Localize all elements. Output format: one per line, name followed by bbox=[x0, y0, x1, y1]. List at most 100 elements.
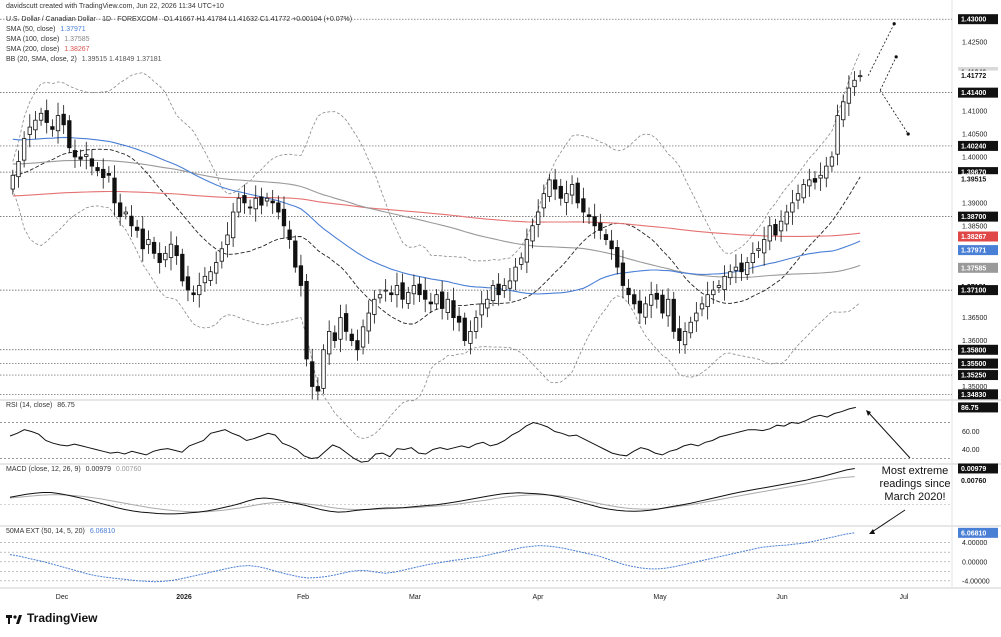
annotation-text: Most extreme readings since March 2020! bbox=[880, 465, 951, 503]
ext-value: 6.06810 bbox=[89, 528, 116, 535]
projection-arrowhead bbox=[906, 132, 910, 136]
candle-down bbox=[389, 292, 394, 296]
candle-down bbox=[462, 317, 467, 342]
candle-down bbox=[637, 300, 643, 314]
candle-down bbox=[281, 208, 287, 227]
candle-up bbox=[665, 298, 671, 317]
candle-up bbox=[829, 156, 835, 167]
price-tag-bg bbox=[958, 70, 998, 81]
candle-up bbox=[321, 349, 326, 389]
candle-up bbox=[485, 298, 490, 309]
rsi-tag-label: 86.75 bbox=[961, 405, 979, 412]
candle-up bbox=[524, 239, 530, 263]
rsi-tag-bg bbox=[958, 402, 998, 413]
macd-signal-tag-bg bbox=[958, 475, 998, 486]
price-tag-bg bbox=[958, 285, 998, 296]
candle-down bbox=[773, 224, 778, 236]
candle-down bbox=[739, 262, 744, 273]
price-tick-label: 1.42500 bbox=[962, 40, 987, 47]
candle-down bbox=[496, 283, 501, 296]
candle-down bbox=[134, 226, 140, 231]
ext-tag-label: 6.06810 bbox=[961, 530, 986, 537]
sma200-value: 1.38267 bbox=[64, 46, 90, 53]
candle-down bbox=[456, 315, 462, 323]
candle-up bbox=[208, 271, 213, 281]
candle-up bbox=[10, 174, 15, 190]
date-axis: Dec 2026 Feb Mar Apr May Jun Jul bbox=[56, 594, 909, 601]
candle-down bbox=[44, 110, 49, 123]
rsi-tick-label: 60.00 bbox=[962, 429, 980, 436]
credit-text: davidscutt created with TradingView.com,… bbox=[6, 3, 224, 10]
candle-up bbox=[163, 252, 168, 261]
candle-up bbox=[490, 285, 496, 302]
candle-up bbox=[688, 321, 693, 334]
candle-up bbox=[649, 294, 654, 306]
candle-up bbox=[411, 285, 417, 295]
candle-up bbox=[841, 101, 846, 121]
projection-arrowhead bbox=[894, 55, 898, 59]
candle-up bbox=[123, 211, 128, 215]
credit-line: davidscutt created with TradingView.com,… bbox=[6, 3, 224, 10]
candle-up bbox=[722, 275, 727, 291]
candle-up bbox=[38, 112, 44, 121]
candle-down bbox=[423, 290, 428, 300]
candle-down bbox=[247, 206, 253, 209]
rsi-value: 86.75 bbox=[57, 402, 75, 409]
candle-up bbox=[682, 331, 688, 346]
candle-down bbox=[298, 265, 304, 286]
candle-down bbox=[78, 156, 83, 160]
candle-down bbox=[620, 262, 626, 286]
candle-up bbox=[818, 174, 823, 179]
candle-up bbox=[468, 331, 473, 344]
legend-sma50: SMA (50, close) 1.37971 bbox=[6, 26, 86, 33]
candle-down bbox=[592, 216, 597, 227]
annotation-line: readings since bbox=[880, 478, 951, 490]
candle-down bbox=[259, 196, 264, 206]
candle-up bbox=[33, 119, 38, 131]
candle-up bbox=[536, 211, 541, 225]
price-tag-bg bbox=[958, 211, 998, 222]
candle-up bbox=[383, 289, 388, 292]
candle-down bbox=[451, 300, 456, 319]
candle-down bbox=[174, 245, 179, 257]
date-tick-label: Jul bbox=[900, 594, 909, 601]
candle-up bbox=[434, 294, 439, 305]
candle-up bbox=[807, 179, 812, 187]
price-tag-bg bbox=[958, 14, 998, 25]
candle-down bbox=[355, 340, 360, 351]
candle-up bbox=[360, 326, 366, 348]
candle-down bbox=[439, 291, 445, 309]
candle-up bbox=[236, 197, 241, 213]
price-tick-label: 1.40000 bbox=[962, 154, 987, 161]
candle-down bbox=[293, 240, 298, 268]
arrowhead-rsi bbox=[866, 410, 871, 416]
macd-panel: 0.00979 0.00760 bbox=[0, 463, 998, 515]
macd-tag-label: 0.00979 bbox=[961, 466, 986, 473]
price-tick-label: 1.36500 bbox=[962, 315, 987, 322]
candle-down bbox=[151, 241, 157, 254]
candle-up bbox=[716, 285, 722, 288]
price-tag-label: 1.37971 bbox=[961, 248, 986, 255]
candle-down bbox=[118, 202, 123, 218]
candle-up bbox=[643, 303, 648, 318]
candle-up bbox=[202, 275, 208, 284]
candle-up bbox=[146, 239, 151, 246]
price-tag-bg bbox=[958, 140, 998, 151]
candle-down bbox=[671, 298, 676, 332]
candle-down bbox=[603, 234, 609, 240]
projection-arrow bbox=[879, 90, 909, 135]
candle-up bbox=[778, 220, 784, 232]
price-tag-label: 1.37585 bbox=[961, 265, 986, 272]
moving-averages bbox=[12, 136, 861, 295]
candle-up bbox=[541, 193, 546, 209]
candle-down bbox=[315, 386, 321, 392]
candle-up bbox=[569, 184, 575, 196]
macd-tag-bg bbox=[958, 463, 998, 474]
legend-rsi: RSI (14, close) 86.75 bbox=[6, 402, 75, 409]
candle-down bbox=[129, 215, 134, 227]
tradingview-brand[interactable]: TradingView bbox=[6, 611, 97, 625]
legend-ext: 50MA EXT (50, 14, 5, 20) 6.06810 bbox=[6, 528, 115, 535]
ext-panel: 4.00000 0.00000 -4.00000 6.06810 bbox=[0, 527, 998, 585]
candle-down bbox=[552, 179, 558, 190]
candle-down bbox=[660, 294, 665, 314]
